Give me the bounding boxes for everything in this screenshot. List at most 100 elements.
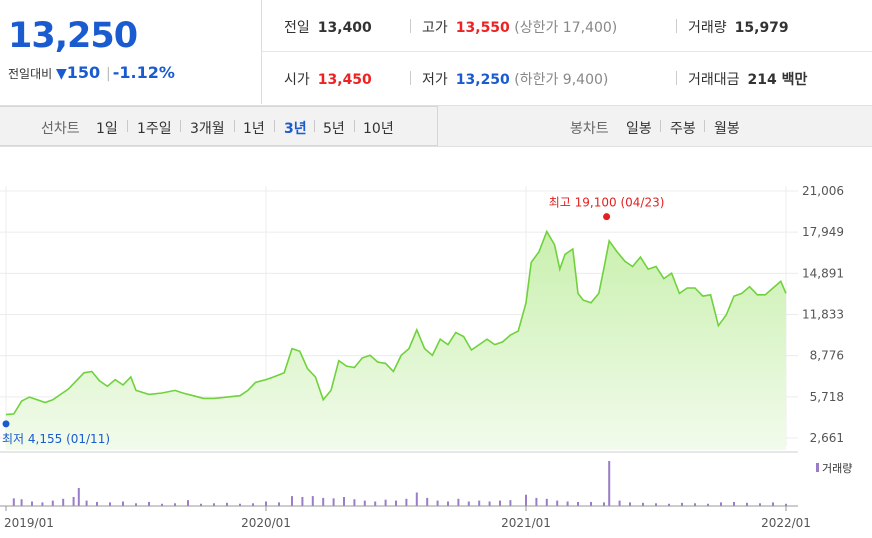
candle-monthly[interactable]: 월봉	[714, 121, 740, 137]
period-5y[interactable]: 5년	[323, 121, 345, 137]
candle-weekly[interactable]: 주봉	[670, 121, 696, 137]
volume-bar	[457, 498, 460, 506]
volume-bar	[20, 499, 23, 506]
volume-bar	[135, 503, 137, 506]
grid-divider	[262, 51, 872, 52]
volume-bar	[200, 503, 202, 506]
volume-bar	[239, 503, 241, 506]
prev-close-label: 전일	[284, 20, 310, 36]
volume-label: 거래량	[688, 20, 727, 36]
volume-bar	[499, 500, 501, 506]
period-1w[interactable]: 1주일	[137, 121, 172, 137]
y-tick-label: 14,891	[802, 266, 844, 280]
open-value: 13,450	[317, 72, 372, 88]
volume-bar	[301, 497, 304, 506]
volume-bar	[213, 503, 215, 506]
period-10y[interactable]: 10년	[363, 121, 394, 137]
volume-bar	[509, 500, 512, 506]
volume-bars	[12, 461, 787, 506]
volume-value: 15,979	[734, 20, 789, 36]
volume-bar	[252, 503, 254, 506]
volume-bar	[353, 499, 356, 506]
column-divider	[410, 19, 411, 33]
volume-bar	[746, 502, 748, 506]
period-1y[interactable]: 1년	[243, 121, 265, 137]
volume: 거래량 15,979	[688, 17, 789, 37]
price-chart: 21,00617,94914,89111,8338,7765,7182,661 …	[0, 184, 852, 530]
change-row: 전일대비 ▼150 | -1.12%	[8, 63, 175, 82]
x-tick-label: 2019/01	[4, 516, 54, 530]
volume-bar	[694, 503, 696, 506]
volume-bar	[467, 501, 470, 506]
volume-bar	[733, 501, 735, 506]
volume-bar	[525, 494, 527, 506]
price-summary: 13,250 전일대비 ▼150 | -1.12%	[0, 0, 262, 104]
x-tick-label: 2021/01	[501, 516, 551, 530]
volume-legend: 거래량	[822, 462, 852, 475]
period-divider	[234, 120, 235, 132]
change-label: 전일대비	[8, 67, 53, 81]
volume-bar	[226, 502, 228, 506]
column-divider	[676, 19, 677, 33]
change-divider: |	[106, 66, 111, 82]
amount-value: 214 백만	[747, 72, 808, 88]
volume-bar	[681, 502, 683, 506]
x-tick-label: 2020/01	[241, 516, 291, 530]
volume-bar	[322, 497, 325, 506]
candle-divider	[660, 120, 661, 132]
high-marker	[603, 213, 611, 221]
volume-bar	[629, 502, 631, 506]
volume-bar	[535, 497, 538, 506]
volume-bar	[12, 498, 15, 506]
y-tick-label: 21,006	[802, 184, 844, 198]
volume-bar	[772, 502, 774, 506]
volume-bar	[174, 503, 176, 506]
volume-bar	[577, 501, 579, 506]
volume-bar	[720, 502, 722, 506]
y-tick-label: 11,833	[802, 308, 844, 322]
down-arrow-icon: ▼	[56, 66, 67, 82]
period-3m[interactable]: 3개월	[190, 121, 225, 137]
volume-bar	[566, 501, 569, 506]
volume-bar	[109, 502, 111, 506]
volume-bar	[311, 496, 314, 506]
volume-bar	[384, 499, 387, 506]
lower-limit: (하한가 9,400)	[514, 72, 609, 88]
volume-bar	[655, 503, 657, 506]
period-divider	[127, 120, 128, 132]
volume-bar	[161, 503, 163, 506]
volume-bar	[31, 501, 33, 506]
volume-bar	[187, 500, 189, 506]
candle-daily[interactable]: 일봉	[626, 121, 652, 137]
line-chart-group	[0, 106, 438, 146]
volume-bar	[343, 497, 345, 506]
volume-bar	[395, 500, 397, 506]
volume-bar	[148, 501, 150, 506]
high-label: 고가	[422, 20, 448, 36]
volume-bar	[405, 498, 408, 506]
prev-close-value: 13,400	[317, 20, 372, 36]
period-1d[interactable]: 1일	[96, 121, 118, 137]
volume-bar	[278, 502, 280, 506]
high-value: 13,550	[455, 20, 510, 36]
y-tick-label: 8,776	[810, 349, 844, 363]
period-divider	[314, 120, 315, 132]
candle-divider	[704, 120, 705, 132]
open-label: 시가	[284, 72, 310, 88]
low-price: 저가 13,250 (하한가 9,400)	[422, 69, 608, 89]
volume-legend-swatch	[816, 463, 819, 472]
volume-bar	[96, 501, 98, 506]
open-price: 시가 13,450	[284, 69, 372, 89]
volume-bar	[62, 498, 65, 506]
volume-bar	[363, 500, 366, 506]
volume-bar	[436, 500, 439, 506]
volume-bar	[85, 500, 88, 506]
volume-bar	[265, 501, 267, 506]
low-annotation: 최저 4,155 (01/11)	[2, 432, 110, 446]
period-3y[interactable]: 3년	[284, 121, 307, 137]
volume-bar	[608, 461, 611, 506]
high-annotation: 최고 19,100 (04/23)	[549, 196, 665, 210]
volume-bar	[556, 500, 559, 506]
volume-bar	[642, 502, 644, 506]
volume-bar	[478, 500, 481, 506]
